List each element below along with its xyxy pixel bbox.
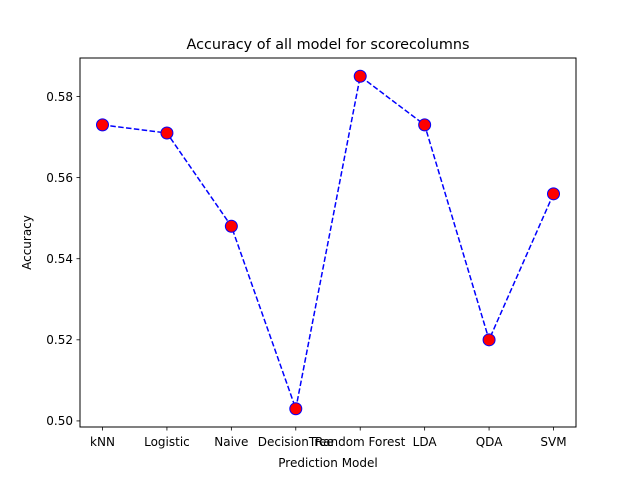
data-point [418,118,432,132]
data-point [160,126,174,140]
data-point [547,187,560,201]
x-tick-label: kNN [90,435,115,449]
y-tick-label: 0.54 [46,252,73,266]
y-tick-label: 0.58 [46,90,73,104]
data-point [482,333,496,347]
y-tick-label: 0.50 [46,414,73,428]
x-tick-label: QDA [476,435,503,449]
x-tick-label: Naive [214,435,248,449]
data-point [289,402,303,416]
plot-area: 0.50 0.52 0.54 0.56 0.58 kNN Logistic Naive Dec… [46,57,577,449]
x-tick-label: LDA [413,435,438,449]
data-point [224,219,238,233]
data-series [96,69,560,416]
data-point [353,69,367,83]
y-tick-label: 0.56 [46,171,73,185]
chart-title: Accuracy of all model for scorecolumns [187,37,470,53]
y-axis: 0.50 0.52 0.54 0.56 0.58 [46,90,80,428]
x-tick-label: Random Forest [315,435,406,449]
y-axis-label: Accuracy [20,215,34,270]
y-tick-label: 0.52 [46,333,73,347]
x-tick-label: Logistic [144,435,190,449]
plot-frame [79,57,577,428]
data-point [96,118,109,132]
series-line [102,74,555,412]
x-tick-label: DecisionTree [258,435,334,449]
x-axis-label: Prediction Model [278,456,377,470]
x-tick-label: SVM [540,435,566,449]
